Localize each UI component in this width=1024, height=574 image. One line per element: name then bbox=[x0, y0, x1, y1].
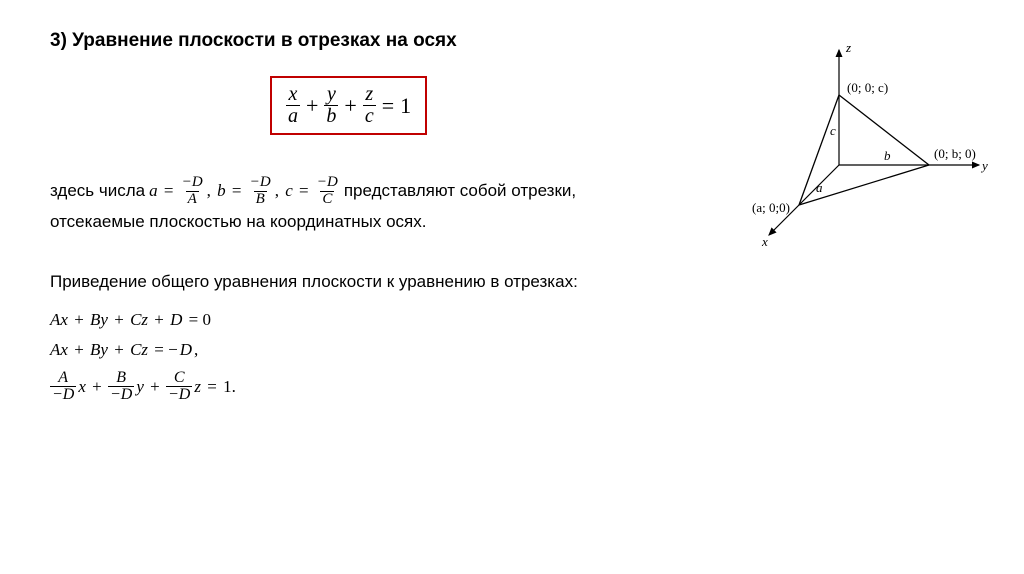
coef-lhs: b bbox=[217, 181, 226, 201]
d-var: y bbox=[136, 377, 144, 397]
coef-lhs: c bbox=[285, 181, 293, 201]
point-x-label: (a; 0;0) bbox=[752, 200, 790, 215]
eq-den: a bbox=[286, 105, 300, 127]
desc-post-text: представляют собой отрезки, bbox=[344, 181, 576, 201]
desc-pre-text: здесь числа bbox=[50, 181, 145, 201]
d-den: −D bbox=[166, 386, 192, 404]
point-z-label: (0; 0; c) bbox=[847, 80, 888, 95]
edge-b-label: b bbox=[884, 148, 891, 163]
axes-diagram: z y x (0; 0; c) (0; b; 0) (a; 0;0) c b a bbox=[734, 40, 994, 250]
eq-num: y bbox=[325, 84, 338, 105]
d-den: −D bbox=[108, 386, 134, 404]
point-y-label: (0; b; 0) bbox=[934, 146, 976, 161]
derivation-line-3: A−D x + B−D y + C−D z = 1. bbox=[50, 370, 974, 405]
coef-lhs: a bbox=[149, 181, 158, 201]
coef-den: A bbox=[186, 191, 199, 208]
derivation-line-2: Ax + By + Cz = −D, bbox=[50, 340, 974, 360]
derivation-line-1: Ax + By + Cz + D = 0 bbox=[50, 310, 974, 330]
axis-z-label: z bbox=[845, 40, 851, 55]
coef-num: −D bbox=[248, 175, 273, 191]
coef-num: −D bbox=[180, 175, 205, 191]
eq-num: x bbox=[287, 84, 300, 105]
d-den: −D bbox=[50, 386, 76, 404]
edge-c-label: c bbox=[830, 123, 836, 138]
eq-num: z bbox=[363, 84, 375, 105]
eq-den: c bbox=[363, 105, 376, 127]
d-num: C bbox=[172, 370, 187, 387]
coef-den: B bbox=[254, 191, 267, 208]
d-num: A bbox=[56, 370, 70, 387]
coef-den: C bbox=[320, 191, 334, 208]
d-var: x bbox=[78, 377, 86, 397]
coef-num: −D bbox=[315, 175, 340, 191]
edge-a-label: a bbox=[816, 180, 823, 195]
eq-rhs: 1 bbox=[400, 93, 411, 119]
axis-y-label: y bbox=[980, 158, 988, 173]
d-rhs: 1. bbox=[223, 377, 236, 397]
eq-den: b bbox=[324, 105, 338, 127]
framed-equation: xa + yb + zc = 1 bbox=[270, 76, 427, 135]
d-num: B bbox=[114, 370, 128, 387]
sub-heading: Приведение общего уравнения плоскости к … bbox=[50, 272, 974, 292]
axis-x-label: x bbox=[761, 234, 768, 249]
d-var: z bbox=[194, 377, 201, 397]
